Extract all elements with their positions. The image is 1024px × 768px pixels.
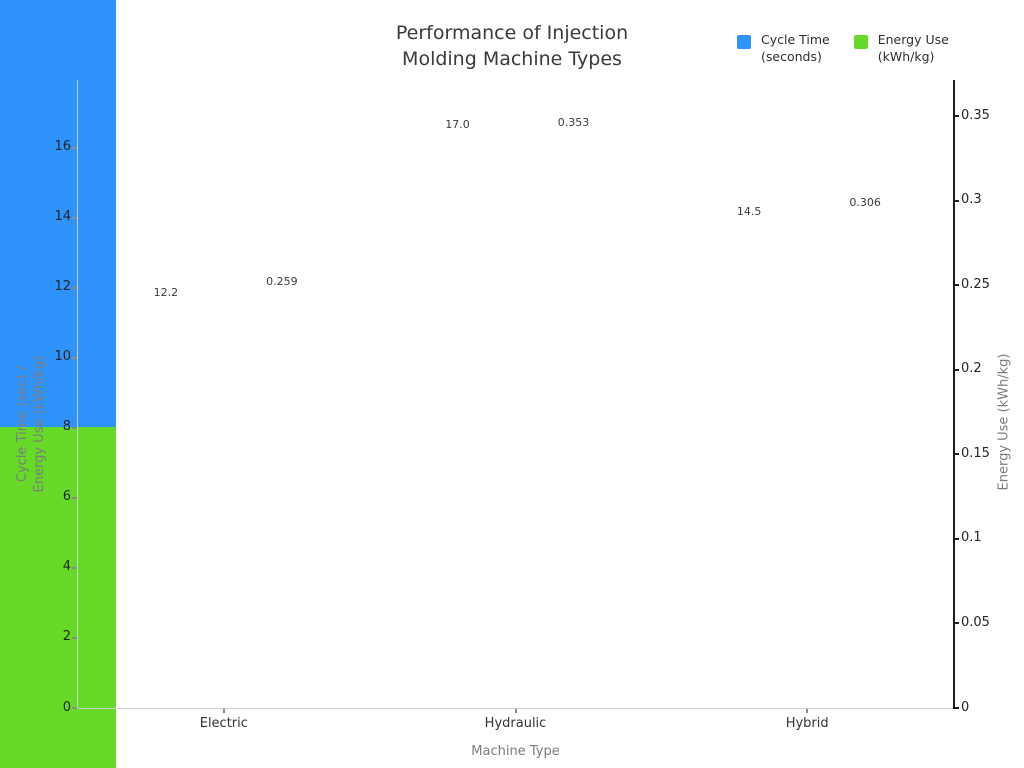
y-axis-title-right: Energy Use (kWh/kg) <box>996 353 1012 491</box>
x-axis-category-label: Electric <box>199 716 248 731</box>
y-axis-right-spine <box>953 80 955 709</box>
x-axis-spine <box>78 708 954 709</box>
legend-label-cycle-time: Cycle Time (seconds) <box>761 31 830 65</box>
x-axis-category-label: Hybrid <box>785 716 829 731</box>
legend-label-energy-use: Energy Use (kWh/kg) <box>878 31 949 65</box>
y-axis-left-tick-label: 14 <box>54 209 71 225</box>
chart-title-line1: Performance of Injection <box>395 22 629 44</box>
bar-value-label: 0.353 <box>557 116 590 130</box>
y-axis-right-tick-mark <box>954 199 959 202</box>
y-axis-left-tick-label: 8 <box>62 419 71 435</box>
bar-value-label: 17.0 <box>445 117 470 131</box>
y-axis-right-tick-label: 0.15 <box>961 445 990 461</box>
bar-value-label: 0.259 <box>266 275 298 289</box>
y-axis-left-tick-mark <box>72 707 77 709</box>
y-axis-title-left-line1: Cycle Time (sec) / <box>15 365 30 483</box>
y-axis-left-tick-label: 16 <box>54 139 71 155</box>
y-axis-right-tick-label: 0.2 <box>961 361 982 377</box>
x-axis-tick-mark <box>514 708 517 713</box>
y-axis-left-tick-label: 12 <box>54 279 71 295</box>
y-axis-right-tick-mark <box>954 115 959 118</box>
y-axis-left-spine <box>77 80 78 708</box>
y-axis-left-tick-mark <box>72 216 77 219</box>
legend-item-energy-use: Energy Use (kWh/kg) <box>853 31 949 65</box>
y-axis-right-tick-mark <box>954 284 959 287</box>
y-axis-left-tick-label: 2 <box>62 629 71 645</box>
y-axis-left-tick-label: 0 <box>62 699 71 715</box>
bar-energy-use-electric <box>0 427 116 768</box>
bar-value-label: 14.5 <box>736 205 762 219</box>
y-axis-right-tick-label: 0 <box>961 699 970 715</box>
y-axis-left-tick-mark <box>72 566 77 569</box>
y-axis-right-tick-label: 0.3 <box>961 192 982 208</box>
y-axis-left-tick-mark <box>72 356 77 359</box>
bar-value-label: 0.306 <box>849 195 881 209</box>
y-axis-left-tick-mark <box>72 286 77 289</box>
x-axis-tick-mark <box>222 708 225 713</box>
x-axis-tick-mark <box>806 708 809 713</box>
bar-value-label: 12.2 <box>153 285 179 299</box>
y-axis-title-left-line2: Energy Use (kWh/kg) <box>32 355 47 493</box>
y-axis-right-tick-label: 0.35 <box>961 107 990 123</box>
y-axis-left-tick-mark <box>72 426 77 429</box>
y-axis-left-tick-mark <box>72 146 77 149</box>
bar-cycle-time-electric <box>0 0 116 428</box>
y-axis-right-tick-mark <box>954 622 959 625</box>
legend-item-cycle-time: Cycle Time (seconds) <box>737 31 830 65</box>
y-axis-left-tick-mark <box>72 636 77 639</box>
x-axis-title: Machine Type <box>471 744 560 759</box>
y-axis-left-tick-mark <box>72 496 77 499</box>
legend-swatch-energy-use-icon <box>853 35 868 49</box>
y-axis-right-tick-mark <box>954 368 959 371</box>
legend: Cycle Time (seconds) Energy Use (kWh/kg) <box>737 31 949 65</box>
y-axis-left-tick-label: 10 <box>54 349 71 365</box>
legend-label-energy-use-line2: (kWh/kg) <box>877 49 935 64</box>
y-axis-title-left: Cycle Time (sec) / Energy Use (kWh/kg) <box>14 356 48 493</box>
chart-title: Performance of Injection Molding Machine… <box>0 20 1024 72</box>
y-axis-right-tick-label: 0.1 <box>961 530 982 546</box>
y-axis-right-tick-mark <box>954 537 959 540</box>
legend-label-cycle-time-line2: (seconds) <box>761 49 822 64</box>
legend-label-energy-use-line1: Energy Use <box>877 32 949 47</box>
y-axis-right-tick-mark <box>954 453 959 456</box>
y-axis-left-tick-label: 6 <box>62 489 71 505</box>
y-axis-right-tick-label: 0.05 <box>961 614 990 630</box>
x-axis-category-label: Hydraulic <box>484 716 547 731</box>
y-axis-right-tick-label: 0.25 <box>961 276 990 292</box>
chart-title-line2: Molding Machine Types <box>402 48 622 70</box>
y-axis-left-tick-label: 4 <box>62 559 71 575</box>
y-axis-right-tick-mark <box>954 707 959 709</box>
legend-swatch-cycle-time-icon <box>737 35 751 49</box>
legend-label-cycle-time-line1: Cycle Time <box>761 32 830 47</box>
